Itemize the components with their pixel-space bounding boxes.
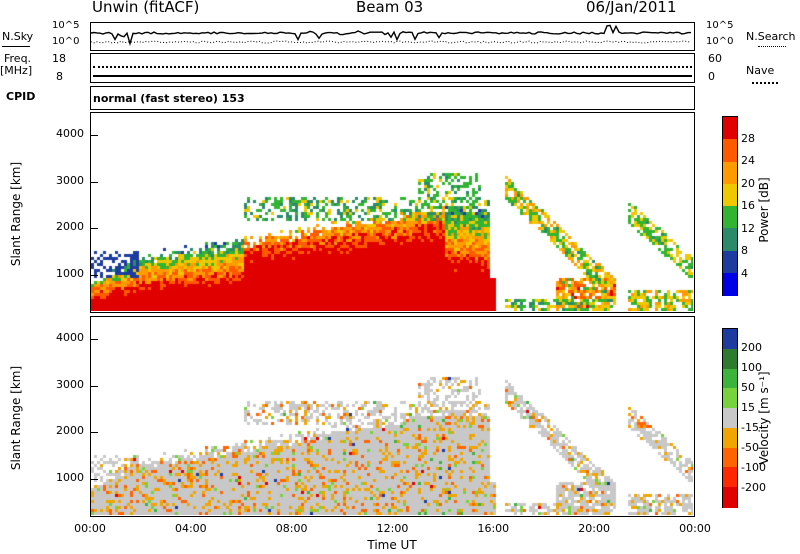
ytick-mark <box>90 135 98 137</box>
colorbar-swatch <box>723 467 737 489</box>
colorbar-tick-label: 200 <box>741 341 762 354</box>
freq-bottom-tick: 8 <box>56 70 63 83</box>
freq-trace <box>93 75 692 77</box>
colorbar-swatch <box>723 329 737 350</box>
colorbar-tick-label: 12 <box>741 221 755 235</box>
colorbar-swatch <box>723 272 737 296</box>
freq-panel <box>90 53 695 83</box>
colorbar-swatch <box>723 117 737 141</box>
xtick-label: 20:00 <box>578 522 611 535</box>
ytick-mark <box>90 228 98 230</box>
xtick-label: 08:00 <box>275 522 308 535</box>
ytick-mark <box>90 181 98 183</box>
nsky-bottom-tick: 10^0 <box>52 36 80 47</box>
noise-trace-svg <box>91 24 692 47</box>
velocity-colorbar-label: Velocity [m s⁻¹] <box>757 371 771 465</box>
colorbar-tick-label: 100 <box>741 361 762 374</box>
ytick-mark <box>90 478 98 480</box>
colorbar-swatch <box>723 368 737 390</box>
ytick-label: 3000 <box>56 377 84 391</box>
colorbar-swatch <box>723 183 737 207</box>
radar-title: Unwin (fitACF) <box>92 0 200 16</box>
ytick-label: 4000 <box>56 127 84 141</box>
cpid-label: CPID <box>6 90 36 103</box>
noise-panel <box>90 22 695 51</box>
colorbar-swatch <box>723 250 737 274</box>
power-heatmap <box>91 113 693 311</box>
ytick-label: 2000 <box>56 220 84 234</box>
time-xlabel: Time UT <box>367 538 417 552</box>
colorbar-swatch <box>723 427 737 449</box>
colorbar-tick-label: 8 <box>741 244 748 257</box>
ytick-mark <box>90 274 98 276</box>
noise-traces <box>91 24 692 47</box>
power-colorbar <box>722 116 738 296</box>
nave-top-tick: 60 <box>708 52 722 65</box>
ytick-mark <box>90 432 98 434</box>
velocity-colorbar-swatches <box>723 329 737 508</box>
velocity-panel <box>90 316 695 517</box>
colorbar-swatch <box>723 447 737 469</box>
nsky-top-tick: 10^5 <box>52 20 80 31</box>
colorbar-swatch <box>723 348 737 370</box>
colorbar-tick-label: 15 <box>741 401 755 414</box>
freq-top-tick: 18 <box>52 52 66 65</box>
nave-label: Nave <box>746 64 775 77</box>
colorbar-tick-label: 28 <box>741 131 755 145</box>
cpid-panel: normal (fast stereo) 153 <box>90 86 695 110</box>
colorbar-tick-label: 50 <box>741 381 755 394</box>
nsky-label: N.Sky <box>2 30 34 43</box>
velocity-heatmap <box>91 317 693 515</box>
colorbar-tick-label: -100 <box>741 461 766 474</box>
colorbar-tick-label: -50 <box>741 441 759 454</box>
nave-bottom-tick: 0 <box>708 70 715 83</box>
ytick-label: 3000 <box>56 173 84 187</box>
colorbar-tick-label: -200 <box>741 481 766 494</box>
power-ylabel: Slant Range [km] <box>9 161 23 267</box>
ytick-mark <box>90 339 98 341</box>
power-colorbar-swatches <box>723 117 737 296</box>
xtick-label: 04:00 <box>174 522 207 535</box>
beam-title: Beam 03 <box>356 0 424 16</box>
nsearch-bottom-tick: 10^0 <box>706 36 734 47</box>
colorbar-tick-label: 24 <box>741 154 755 167</box>
nsearch-line-key <box>758 46 786 47</box>
nsearch-trace <box>91 40 692 44</box>
colorbar-swatch <box>723 408 737 429</box>
xtick-label: 12:00 <box>376 522 409 535</box>
nave-line-key <box>752 82 778 84</box>
xtick-label: 16:00 <box>477 522 510 535</box>
colorbar-swatch <box>723 161 737 185</box>
colorbar-swatch <box>723 206 737 230</box>
nave-trace <box>93 66 692 68</box>
nsky-trace <box>91 24 691 47</box>
colorbar-tick-label: 4 <box>741 266 748 280</box>
ytick-label: 1000 <box>56 266 84 280</box>
colorbar-tick-label: 20 <box>741 176 755 190</box>
ytick-mark <box>90 385 98 387</box>
colorbar-swatch <box>723 487 737 508</box>
power-colorbar-label: Power [dB] <box>757 177 771 243</box>
power-panel <box>90 112 695 313</box>
ytick-label: 4000 <box>56 331 84 345</box>
nsearch-top-tick: 10^5 <box>706 20 734 31</box>
colorbar-tick-label: 16 <box>741 199 755 212</box>
freq-label-1: Freq. <box>4 52 32 65</box>
freq-label-2: [MHz] <box>0 64 33 77</box>
date-title: 06/Jan/2011 <box>586 0 677 16</box>
colorbar-tick-label: -15 <box>741 421 759 434</box>
colorbar-swatch <box>723 228 737 252</box>
xtick-label: 00:00 <box>679 522 711 535</box>
cpid-value: normal (fast stereo) 153 <box>93 92 245 105</box>
colorbar-swatch <box>723 388 737 409</box>
xtick-label: 00:00 <box>74 522 106 535</box>
ytick-label: 2000 <box>56 424 84 438</box>
nsky-line-key <box>2 46 30 47</box>
velocity-colorbar <box>722 328 738 508</box>
ytick-label: 1000 <box>56 470 84 484</box>
colorbar-swatch <box>723 139 737 163</box>
velocity-ylabel: Slant Range [km] <box>9 365 23 471</box>
nsearch-label: N.Search <box>746 30 796 43</box>
